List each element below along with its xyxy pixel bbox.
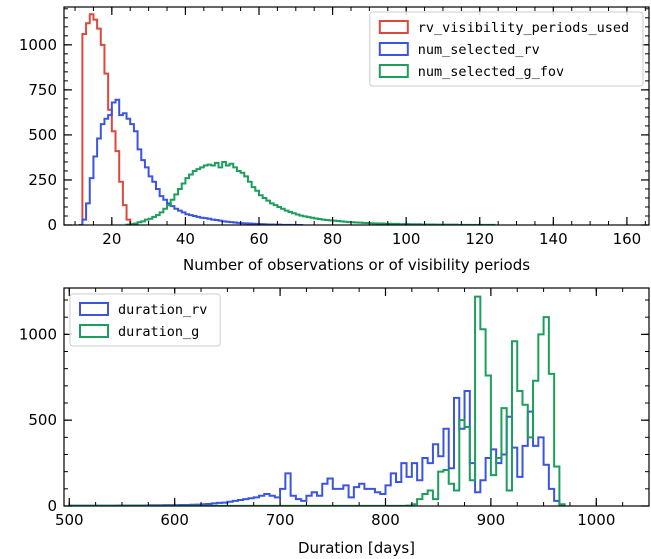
legend-label: num_selected_g_fov bbox=[418, 64, 564, 80]
legend: rv_visibility_periods_used num_selected_r… bbox=[369, 11, 644, 87]
x-tick-label: 80 bbox=[323, 230, 342, 248]
top-histogram-panel: 20 40 60 80 100 120 140 160 0 250 500 750 1000 Number… bbox=[19, 6, 650, 274]
x-tick-label: 700 bbox=[266, 511, 295, 529]
y-tick-label: 1000 bbox=[19, 325, 57, 343]
y-tick-label: 750 bbox=[28, 81, 57, 99]
x-tick-label: 120 bbox=[465, 230, 494, 248]
legend-swatch bbox=[79, 324, 109, 338]
y-tick-label: 250 bbox=[28, 171, 57, 189]
x-tick-label: 600 bbox=[160, 511, 189, 529]
x-tick-label: 60 bbox=[249, 230, 268, 248]
legend-swatch bbox=[378, 20, 409, 34]
legend-box bbox=[369, 11, 644, 87]
y-tick-label: 500 bbox=[28, 411, 57, 429]
series-line-rv-visibility-periods-used bbox=[78, 13, 135, 225]
x-tick-label: 800 bbox=[371, 511, 400, 529]
x-tick-label: 500 bbox=[55, 511, 84, 529]
x-tick-label: 100 bbox=[392, 230, 421, 248]
legend-label: duration_g bbox=[118, 324, 199, 340]
y-tick-label: 500 bbox=[28, 126, 57, 144]
x-axis-title: Duration [days] bbox=[298, 539, 415, 557]
x-tick-label: 160 bbox=[613, 230, 642, 248]
x-tick-label: 1000 bbox=[577, 511, 615, 529]
legend-label: rv_visibility_periods_used bbox=[418, 20, 629, 36]
x-axis-title: Number of observations or of visibility … bbox=[183, 256, 530, 274]
legend-swatch bbox=[79, 302, 109, 316]
x-tick-label: 40 bbox=[176, 230, 195, 248]
legend: duration_rv duration_g bbox=[69, 293, 221, 347]
axes-frame bbox=[63, 6, 650, 226]
y-tick-label: 0 bbox=[47, 497, 57, 515]
legend-swatch bbox=[378, 64, 409, 78]
y-tick-label: 0 bbox=[47, 216, 57, 234]
axes-frame bbox=[63, 287, 650, 507]
series-line-num-selected-rv bbox=[81, 98, 304, 225]
x-tick-label: 20 bbox=[102, 230, 121, 248]
legend-label: num_selected_rv bbox=[418, 42, 540, 58]
x-tick-label: 140 bbox=[539, 230, 568, 248]
x-tick-label: 900 bbox=[477, 511, 506, 529]
series-group bbox=[78, 13, 496, 225]
legend-label: duration_rv bbox=[118, 302, 207, 318]
series-line-num-selected-g-fov bbox=[125, 160, 496, 225]
legend-swatch bbox=[378, 42, 409, 56]
y-tick-label: 1000 bbox=[19, 36, 57, 54]
